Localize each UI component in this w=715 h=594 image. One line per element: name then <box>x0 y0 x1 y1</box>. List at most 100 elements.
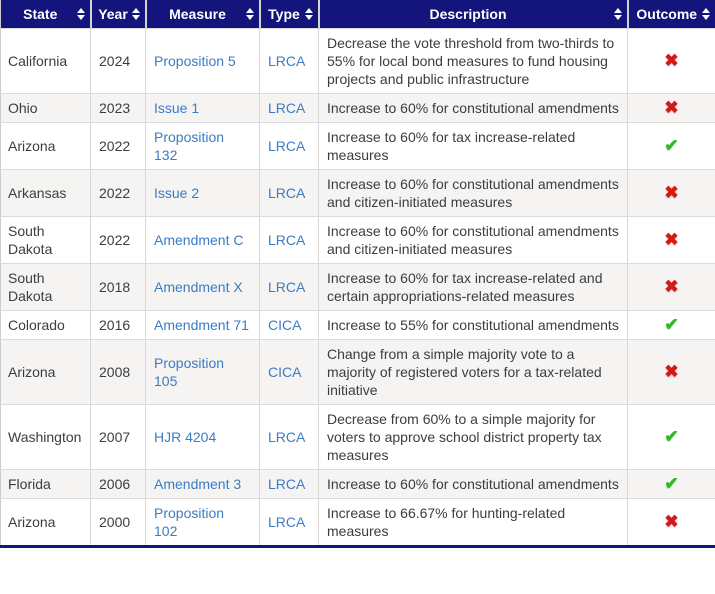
type-link[interactable]: LRCA <box>268 53 306 69</box>
state-cell: Arizona <box>0 122 91 170</box>
column-header-label: Year <box>98 6 128 22</box>
table-row: Florida 2006 Amendment 3 LRCA Increase t… <box>0 469 715 499</box>
year-cell: 2024 <box>90 28 146 94</box>
year-cell: 2023 <box>90 93 146 123</box>
column-header-label: Outcome <box>636 6 698 22</box>
sort-icon[interactable] <box>76 8 85 20</box>
measure-link[interactable]: Amendment 71 <box>154 317 249 333</box>
table-row: Arizona 2000 Proposition 102 LRCA Increa… <box>0 498 715 547</box>
sort-icon[interactable] <box>131 8 140 20</box>
type-cell: LRCA <box>259 498 319 547</box>
table-row: Washington 2007 HJR 4204 LRCA Decrease f… <box>0 404 715 470</box>
column-header-state[interactable]: State <box>0 0 91 29</box>
state-cell: South Dakota <box>0 263 91 311</box>
outcome-cell: ✖ <box>627 28 715 94</box>
type-link[interactable]: LRCA <box>268 232 306 248</box>
column-header-type[interactable]: Type <box>258 0 319 29</box>
type-cell: CICA <box>259 310 319 340</box>
year-cell: 2022 <box>90 169 146 217</box>
type-link[interactable]: LRCA <box>268 514 306 530</box>
type-link[interactable]: LRCA <box>268 429 306 445</box>
approved-icon: ✔ <box>664 474 679 493</box>
type-link[interactable]: LRCA <box>268 476 306 492</box>
type-link[interactable]: LRCA <box>268 100 306 116</box>
type-cell: LRCA <box>259 404 319 470</box>
table-row: South Dakota 2022 Amendment C LRCA Incre… <box>0 216 715 264</box>
approved-icon: ✔ <box>664 315 679 334</box>
type-cell: LRCA <box>259 169 319 217</box>
measure-cell: Issue 1 <box>145 93 260 123</box>
table-body: California 2024 Proposition 5 LRCA Decre… <box>0 28 715 547</box>
measure-link[interactable]: Issue 1 <box>154 100 200 116</box>
outcome-cell: ✖ <box>627 263 715 311</box>
type-cell: LRCA <box>259 122 319 170</box>
state-cell: Washington <box>0 404 91 470</box>
table-row: Arizona 2008 Proposition 105 CICA Change… <box>0 339 715 405</box>
description-cell: Increase to 66.67% for hunting-related m… <box>318 498 628 547</box>
table-row: South Dakota 2018 Amendment X LRCA Incre… <box>0 263 715 311</box>
ballot-measures-table: State Year Measure Type Description Outc… <box>0 0 715 548</box>
table-row: Colorado 2016 Amendment 71 CICA Increase… <box>0 310 715 340</box>
measure-cell: Proposition 132 <box>145 122 260 170</box>
measure-link[interactable]: Proposition 132 <box>154 129 225 163</box>
column-header-description[interactable]: Description <box>317 0 628 29</box>
type-link[interactable]: LRCA <box>268 279 306 295</box>
type-link[interactable]: LRCA <box>268 185 306 201</box>
measure-link[interactable]: HJR 4204 <box>154 429 217 445</box>
description-cell: Increase to 60% for constitutional amend… <box>318 169 628 217</box>
measure-link[interactable]: Proposition 102 <box>154 505 225 539</box>
state-cell: Florida <box>0 469 91 499</box>
outcome-cell: ✖ <box>627 339 715 405</box>
description-cell: Increase to 60% for tax increase-related… <box>318 122 628 170</box>
defeated-icon: ✖ <box>664 51 679 70</box>
year-cell: 2006 <box>90 469 146 499</box>
sort-icon[interactable] <box>304 8 313 20</box>
type-link[interactable]: CICA <box>268 317 302 333</box>
description-cell: Decrease the vote threshold from two-thi… <box>318 28 628 94</box>
state-cell: California <box>0 28 91 94</box>
description-cell: Increase to 60% for constitutional amend… <box>318 216 628 264</box>
outcome-cell: ✖ <box>627 498 715 547</box>
type-cell: LRCA <box>259 263 319 311</box>
table-row: California 2024 Proposition 5 LRCA Decre… <box>0 28 715 94</box>
type-link[interactable]: CICA <box>268 364 302 380</box>
type-cell: LRCA <box>259 216 319 264</box>
outcome-cell: ✔ <box>627 469 715 499</box>
table-row: Ohio 2023 Issue 1 LRCA Increase to 60% f… <box>0 93 715 123</box>
column-header-year[interactable]: Year <box>89 0 146 29</box>
measure-cell: Proposition 102 <box>145 498 260 547</box>
description-cell: Increase to 60% for constitutional amend… <box>318 93 628 123</box>
year-cell: 2022 <box>90 216 146 264</box>
year-cell: 2000 <box>90 498 146 547</box>
year-cell: 2016 <box>90 310 146 340</box>
column-header-outcome[interactable]: Outcome <box>626 0 715 29</box>
year-cell: 2022 <box>90 122 146 170</box>
measure-link[interactable]: Amendment 3 <box>154 476 242 492</box>
measure-cell: Amendment 71 <box>145 310 260 340</box>
defeated-icon: ✖ <box>664 183 679 202</box>
outcome-cell: ✔ <box>627 310 715 340</box>
column-header-label: Description <box>429 6 507 22</box>
measure-link[interactable]: Proposition 105 <box>154 355 225 389</box>
defeated-icon: ✖ <box>664 98 679 117</box>
measure-link[interactable]: Amendment X <box>154 279 243 295</box>
table-header-row: State Year Measure Type Description Outc… <box>0 0 715 29</box>
sort-icon[interactable] <box>702 8 710 20</box>
outcome-cell: ✖ <box>627 169 715 217</box>
measure-link[interactable]: Proposition 5 <box>154 53 236 69</box>
column-header-label: Type <box>268 6 300 22</box>
column-header-measure[interactable]: Measure <box>144 0 260 29</box>
outcome-cell: ✖ <box>627 93 715 123</box>
column-header-label: Measure <box>169 6 226 22</box>
approved-icon: ✔ <box>664 136 679 155</box>
state-cell: Arizona <box>0 498 91 547</box>
state-cell: Arkansas <box>0 169 91 217</box>
defeated-icon: ✖ <box>664 512 679 531</box>
measure-link[interactable]: Issue 2 <box>154 185 200 201</box>
year-cell: 2018 <box>90 263 146 311</box>
sort-icon[interactable] <box>613 8 622 20</box>
measure-cell: HJR 4204 <box>145 404 260 470</box>
sort-icon[interactable] <box>245 8 254 20</box>
measure-link[interactable]: Amendment C <box>154 232 244 248</box>
type-link[interactable]: LRCA <box>268 138 306 154</box>
